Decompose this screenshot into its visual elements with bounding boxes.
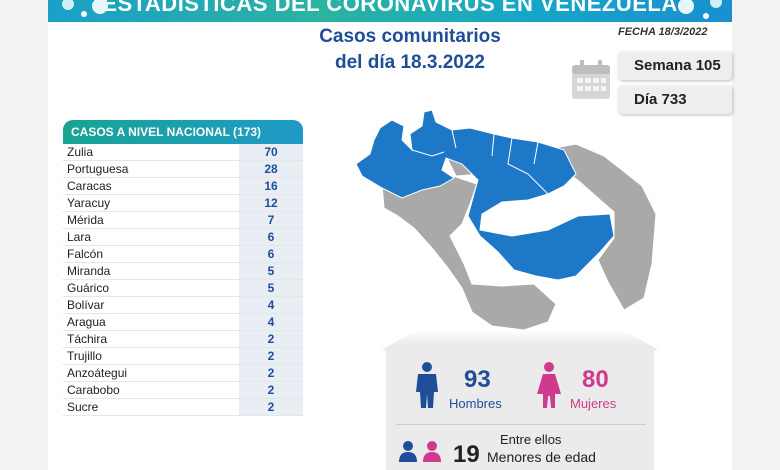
banner: ESTADÍSTICAS DEL CORONAVIRUS EN VENEZUEL… [48,0,732,22]
case-count: 7 [239,212,303,228]
state-name: Trujillo [67,349,102,363]
case-count: 2 [239,382,303,398]
minors-count: 19 [453,441,480,468]
table-row: Portuguesa 28 [63,161,303,178]
table-row: Mérida 7 [63,212,303,229]
week-badge: Semana 105 [618,52,732,80]
divider [396,424,646,425]
case-count: 6 [239,246,303,262]
table-row: Táchira 2 [63,331,303,348]
table-row: Lara 6 [63,229,303,246]
table-row: Trujillo 2 [63,348,303,365]
case-count: 28 [239,161,303,177]
case-count: 4 [239,314,303,330]
table-row: Anzoátegui 2 [63,365,303,382]
table-row: Bolívar 4 [63,297,303,314]
case-count: 2 [239,399,303,415]
state-name: Miranda [67,264,111,278]
state-name: Táchira [67,332,108,346]
among-label: Entre ellos [500,432,562,447]
men-count: 93 [464,366,491,393]
case-count: 5 [239,263,303,279]
state-name: Anzoátegui [67,366,128,380]
state-name: Portuguesa [67,162,129,176]
headline-line2: del día 18.3.2022 [335,52,485,73]
state-name: Zulia [67,145,94,159]
state-name: Guárico [67,281,110,295]
case-count: 70 [239,144,303,160]
case-count: 2 [239,365,303,381]
map-region-lines [411,129,549,195]
case-count: 2 [239,331,303,347]
stats-panel-top [382,330,658,350]
virus-icon [62,0,108,17]
table-row: Guárico 5 [63,280,303,297]
state-name: Sucre [67,400,99,414]
state-name: Yaracuy [67,196,111,210]
case-count: 12 [239,195,303,211]
table-row: Carabobo 2 [63,382,303,399]
state-name: Carabobo [67,383,120,397]
table-row: Aragua 4 [63,314,303,331]
case-count: 5 [239,280,303,296]
map-region-gray [381,173,557,331]
state-name: Falcón [67,247,104,261]
men-label: Hombres [449,396,502,411]
state-name: Lara [67,230,92,244]
state-name: Caracas [67,179,112,193]
women-label: Mujeres [570,396,617,411]
case-count: 16 [239,178,303,194]
table-row: Sucre 2 [63,399,303,416]
case-count: 2 [239,348,303,364]
venezuela-map [355,109,657,331]
woman-icon [537,362,561,408]
table-row: Caracas 16 [63,178,303,195]
table-rows: Zulia 70 Portuguesa 28 Caracas 16 Yaracuy 12 Mér… [63,144,303,416]
calendar-icon [572,60,610,99]
day-badge: Día 733 [618,86,732,114]
table-row: Miranda 5 [63,263,303,280]
women-count: 80 [582,366,609,393]
state-name: Aragua [67,315,106,329]
table-row: Yaracuy 12 [63,195,303,212]
table-header: CASOS A NIVEL NACIONAL (173) [63,120,303,144]
case-count: 4 [239,297,303,313]
banner-title: ESTADÍSTICAS DEL CORONAVIRUS EN VENEZUEL… [102,0,678,16]
table-row: Zulia 70 [63,144,303,161]
man-icon [416,362,438,408]
state-name: Bolívar [67,298,105,312]
date-label: FECHA 18/3/2022 [618,26,708,38]
minors-label: Menores de edad [487,449,596,465]
headline-line1: Casos comunitarios [319,26,501,47]
virus-icon [678,0,722,19]
table-row: Falcón 6 [63,246,303,263]
people-icon [399,441,441,462]
case-count: 6 [239,229,303,245]
map-region-gray-east [542,143,657,311]
state-name: Mérida [67,213,104,227]
